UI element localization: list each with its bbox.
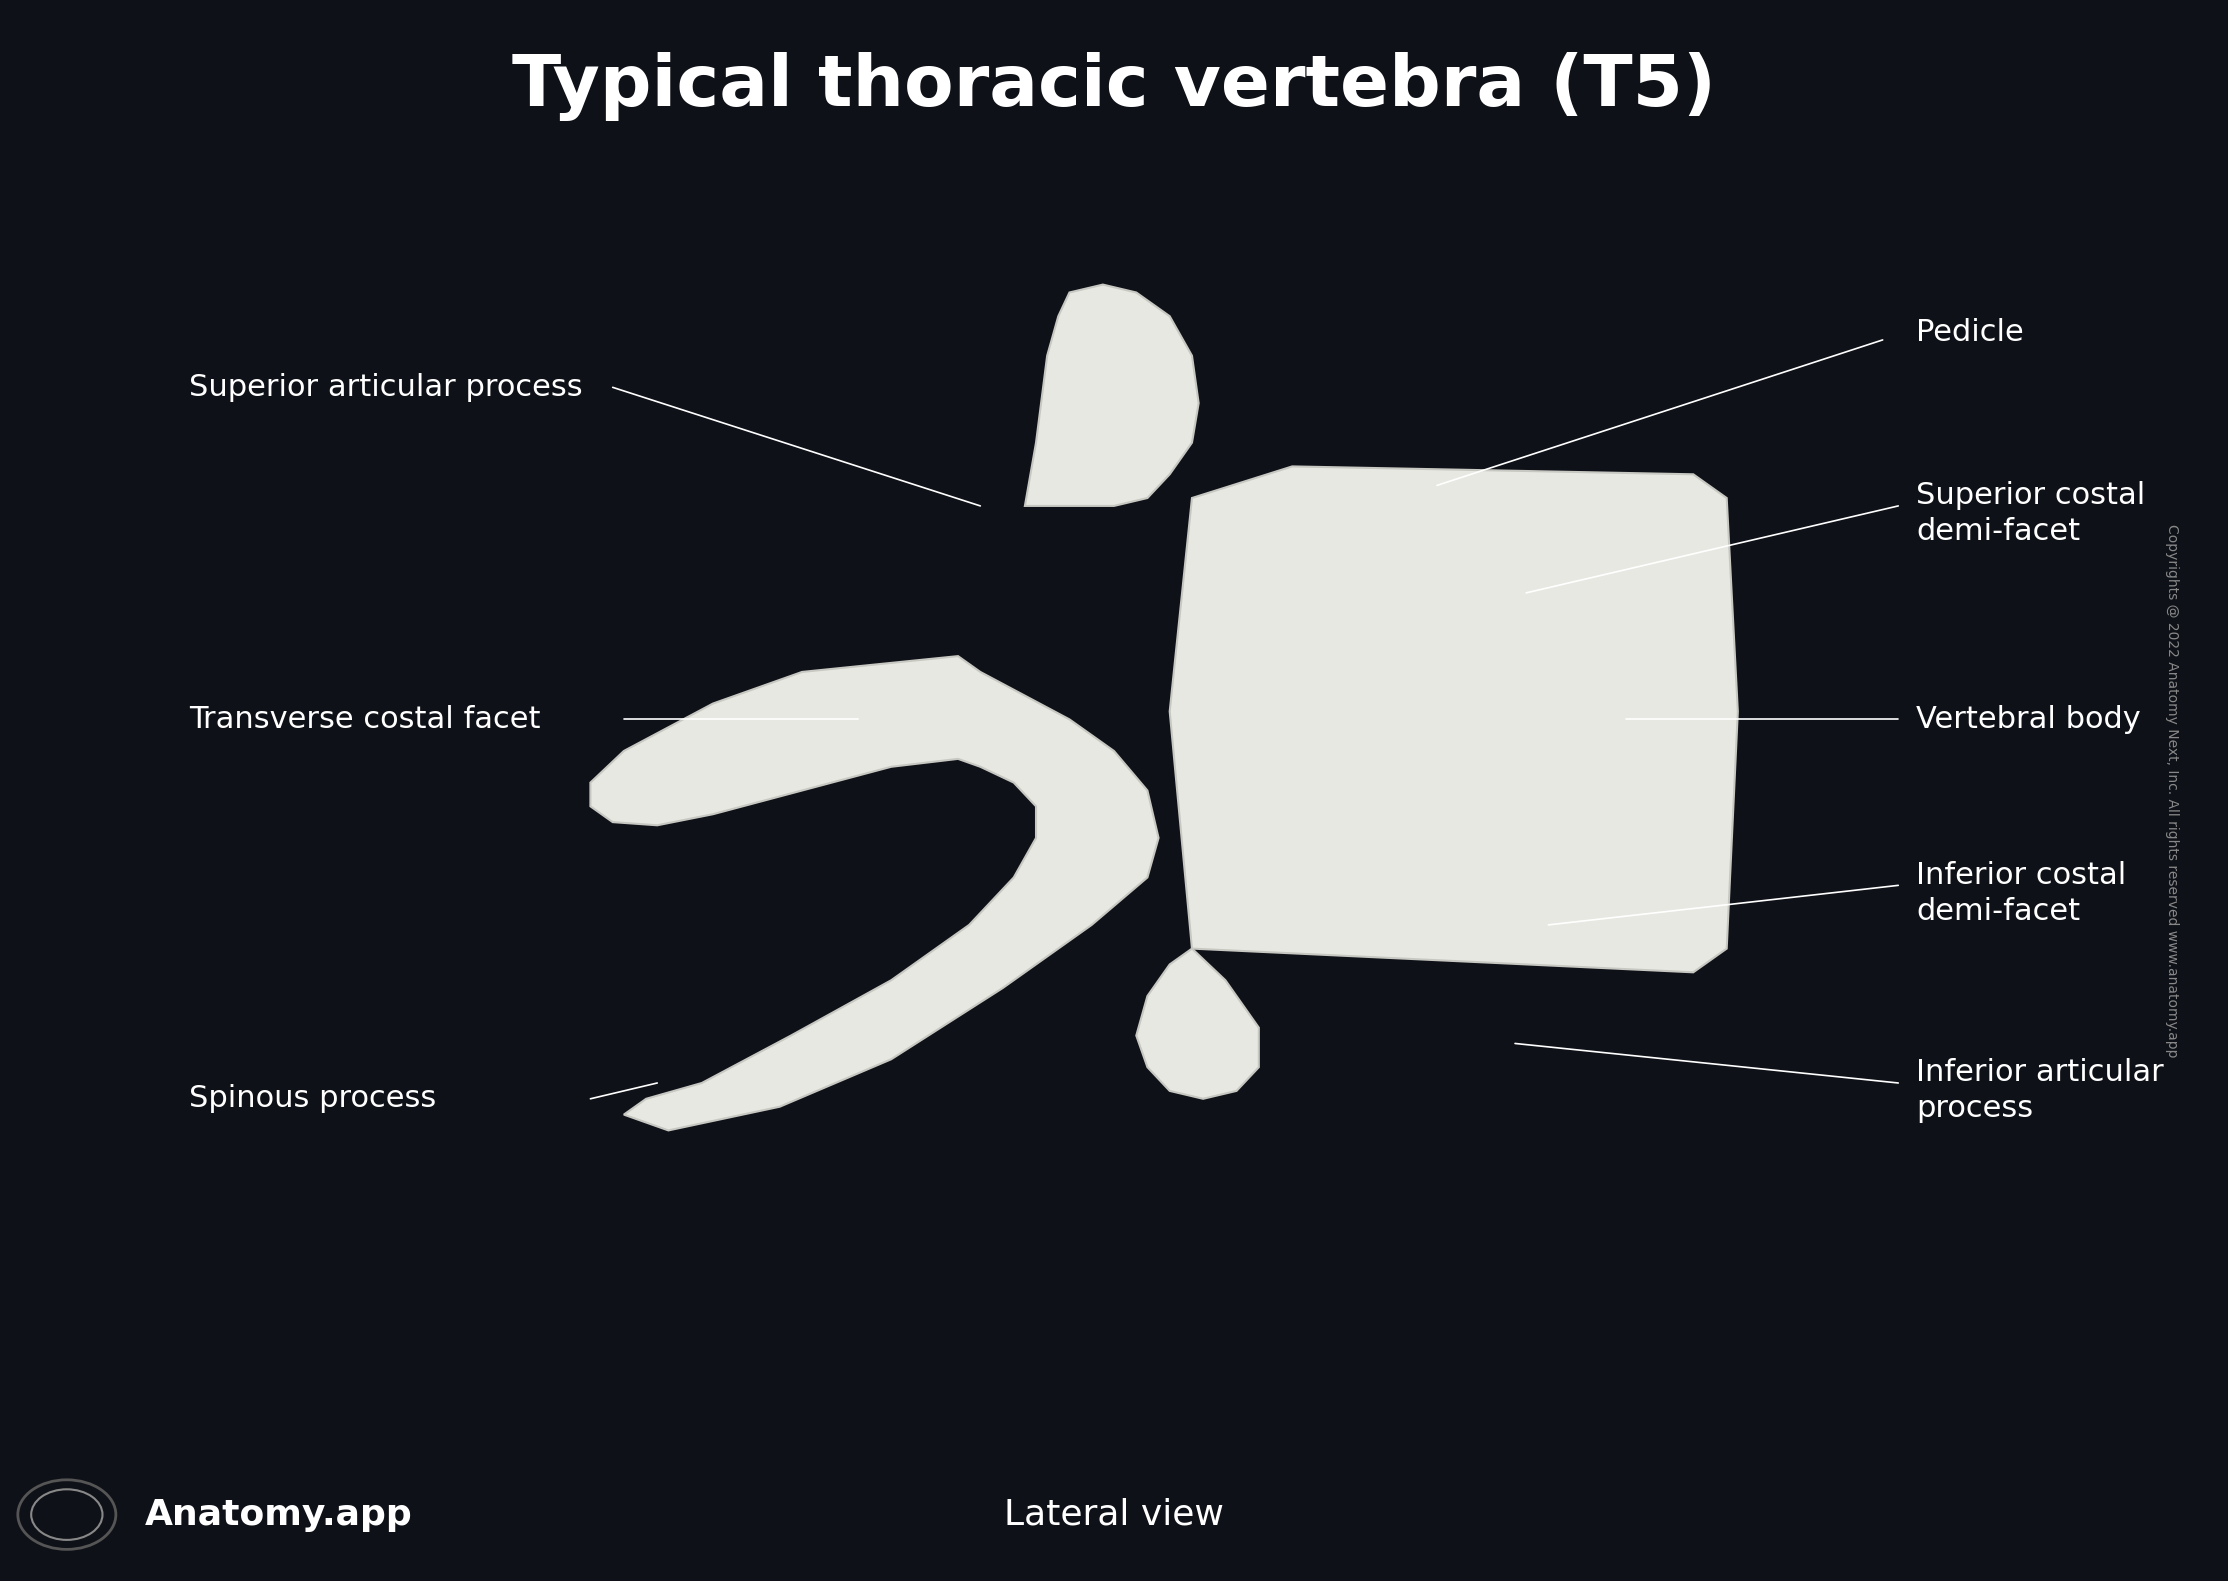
Text: Typical thoracic vertebra (T5): Typical thoracic vertebra (T5) — [512, 52, 1716, 122]
Text: Superior costal
demi-facet: Superior costal demi-facet — [1916, 481, 2146, 547]
Text: Inferior costal
demi-facet: Inferior costal demi-facet — [1916, 860, 2126, 926]
Text: Copyrights @ 2022 Anatomy Next, Inc. All rights reserved www.anatomy.app: Copyrights @ 2022 Anatomy Next, Inc. All… — [2166, 523, 2179, 1058]
Text: Anatomy.app: Anatomy.app — [145, 1497, 412, 1532]
Text: Pedicle: Pedicle — [1916, 318, 2023, 346]
Text: Superior articular process: Superior articular process — [189, 373, 584, 402]
Polygon shape — [1025, 285, 1199, 506]
Text: Vertebral body: Vertebral body — [1916, 705, 2141, 734]
Text: Spinous process: Spinous process — [189, 1085, 437, 1113]
Polygon shape — [1136, 949, 1259, 1099]
Text: Transverse costal facet: Transverse costal facet — [189, 705, 541, 734]
Polygon shape — [1170, 466, 1738, 972]
Polygon shape — [590, 656, 1159, 1130]
Text: Inferior articular
process: Inferior articular process — [1916, 1058, 2163, 1124]
Text: Lateral view: Lateral view — [1005, 1497, 1223, 1532]
